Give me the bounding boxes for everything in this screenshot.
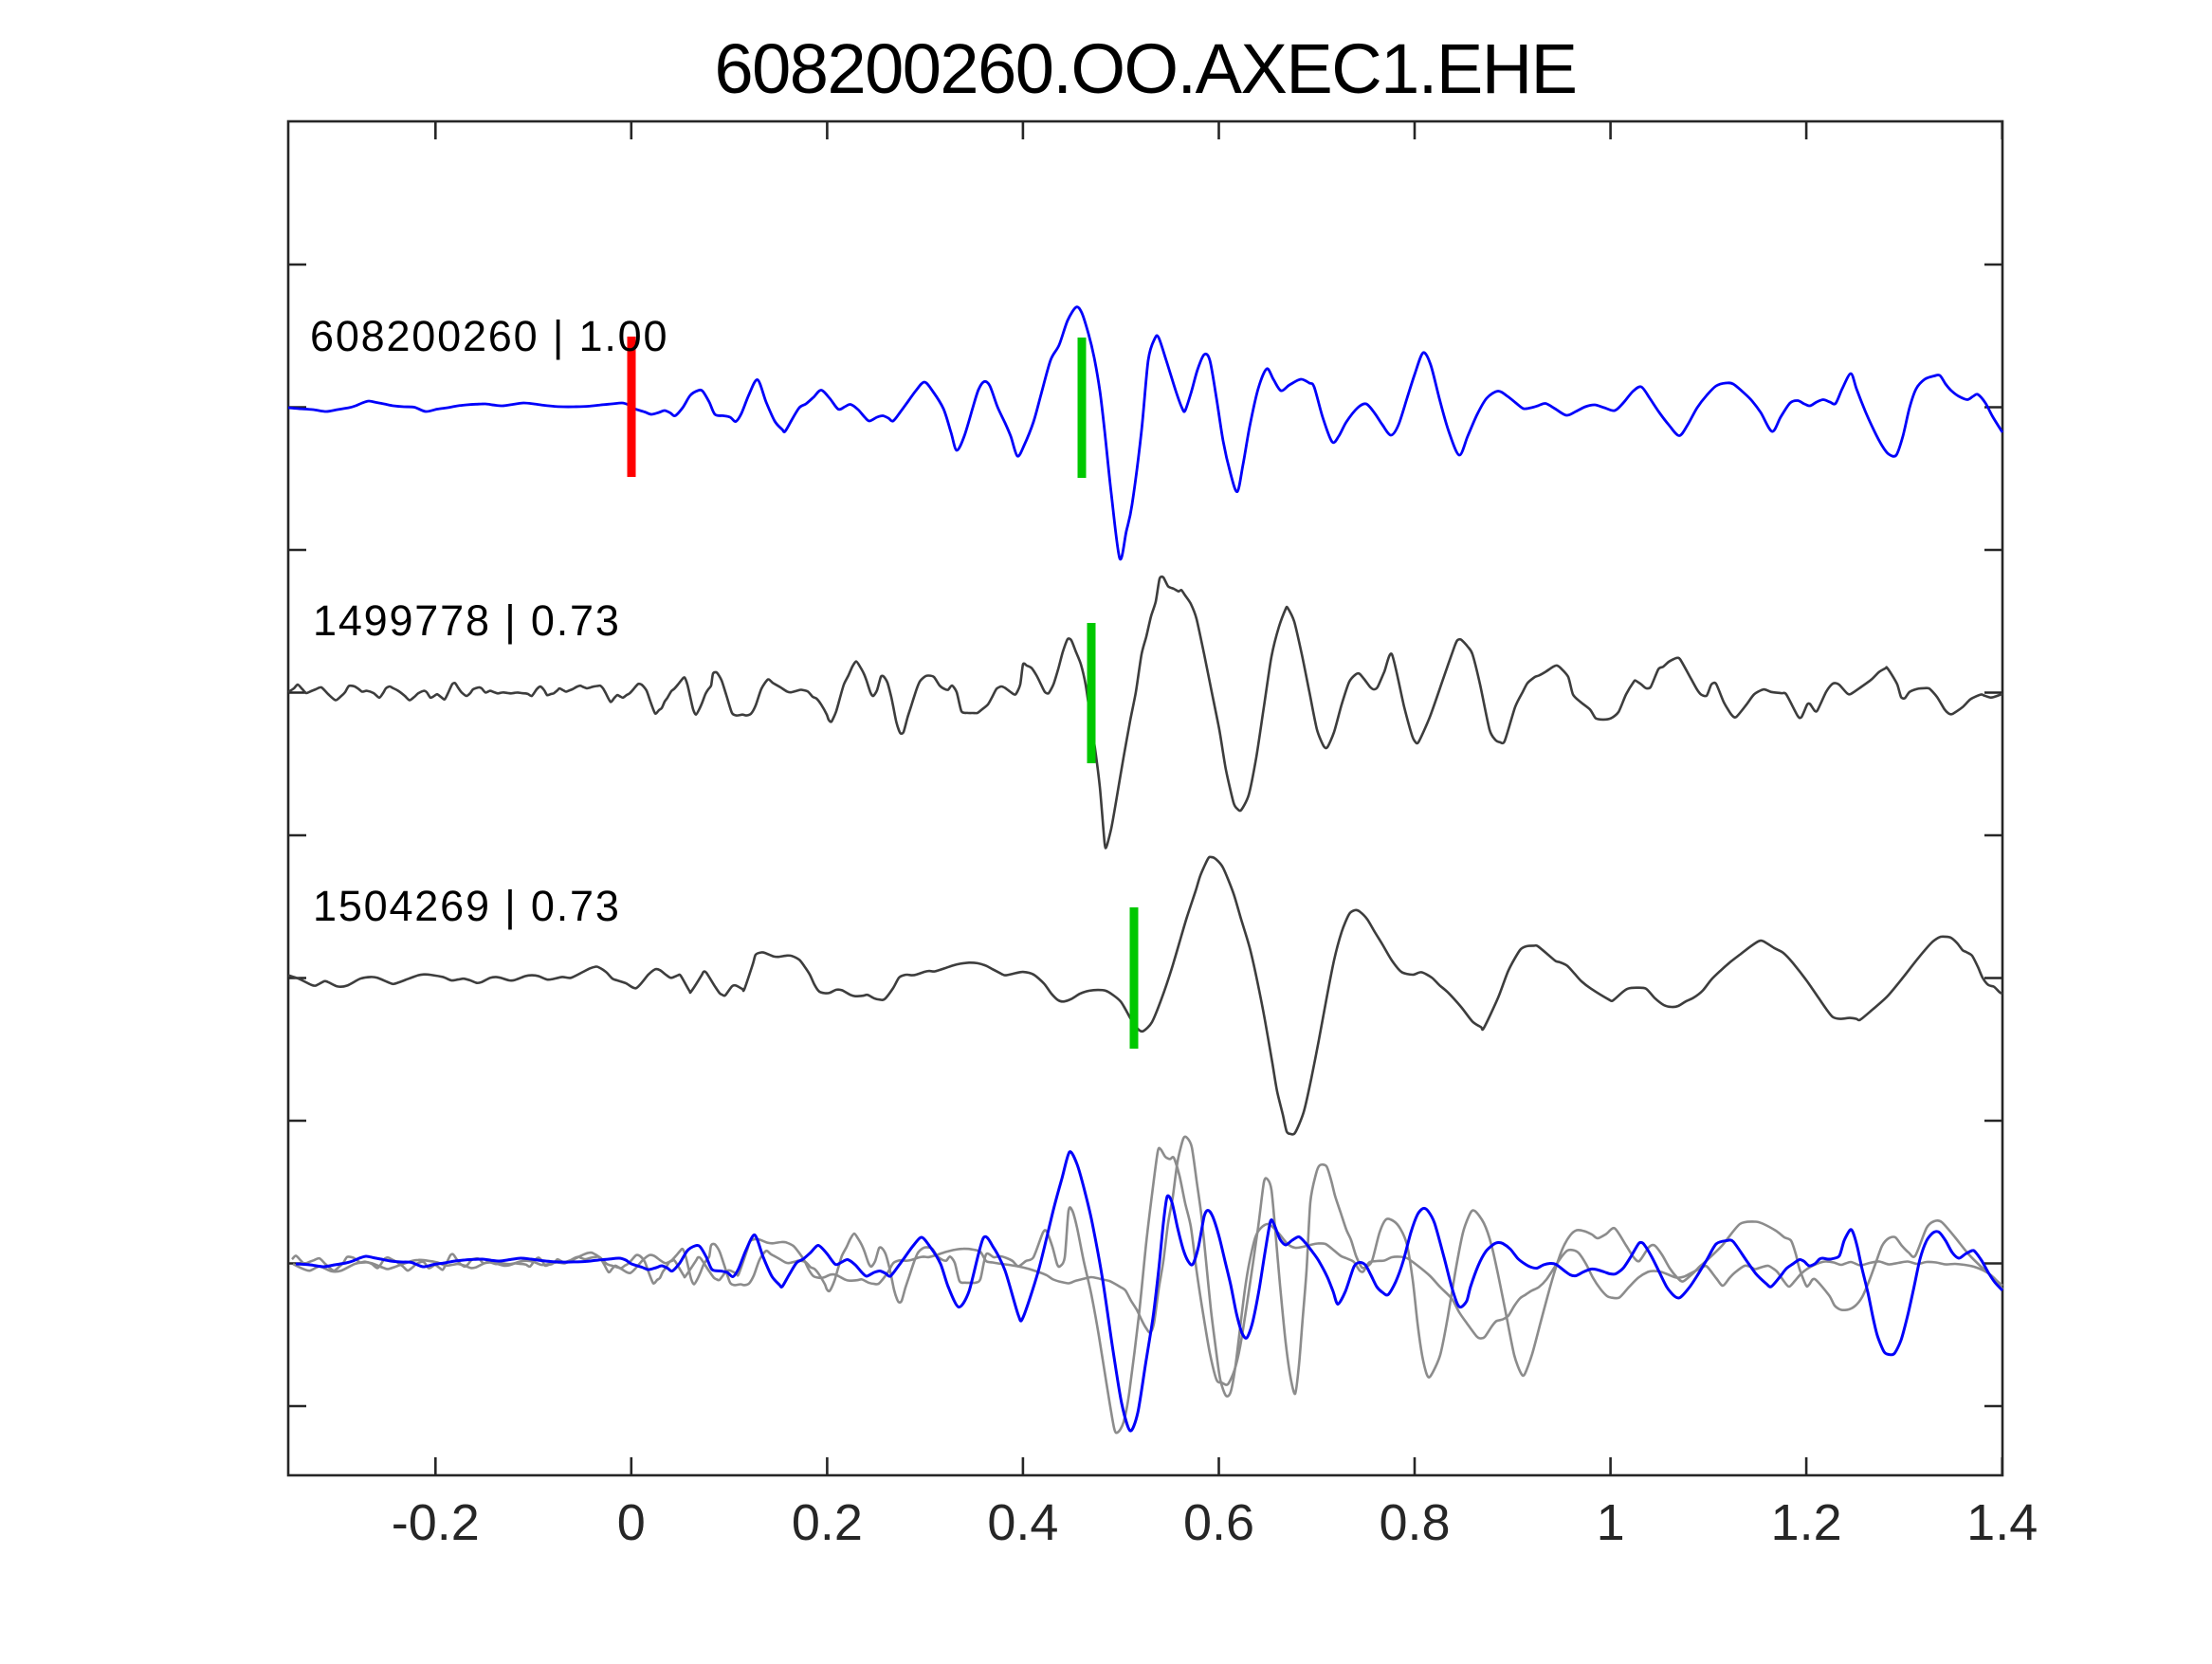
svg-text:1.2: 1.2: [1771, 1494, 1842, 1551]
svg-text:-0.2: -0.2: [392, 1494, 480, 1551]
svg-text:0: 0: [617, 1494, 646, 1551]
svg-text:0.6: 0.6: [1183, 1494, 1254, 1551]
svg-text:608200260 | 1.00: 608200260 | 1.00: [310, 312, 668, 360]
svg-text:0.4: 0.4: [987, 1494, 1058, 1551]
svg-text:1499778 | 0.73: 1499778 | 0.73: [313, 596, 621, 645]
svg-text:0.2: 0.2: [792, 1494, 863, 1551]
svg-text:1504269 | 0.73: 1504269 | 0.73: [313, 882, 621, 930]
svg-text:1.4: 1.4: [1966, 1494, 2038, 1551]
svg-text:0.8: 0.8: [1379, 1494, 1450, 1551]
svg-text:608200260.OO.AXEC1.EHE: 608200260.OO.AXEC1.EHE: [714, 29, 1576, 108]
svg-text:1: 1: [1597, 1494, 1625, 1551]
